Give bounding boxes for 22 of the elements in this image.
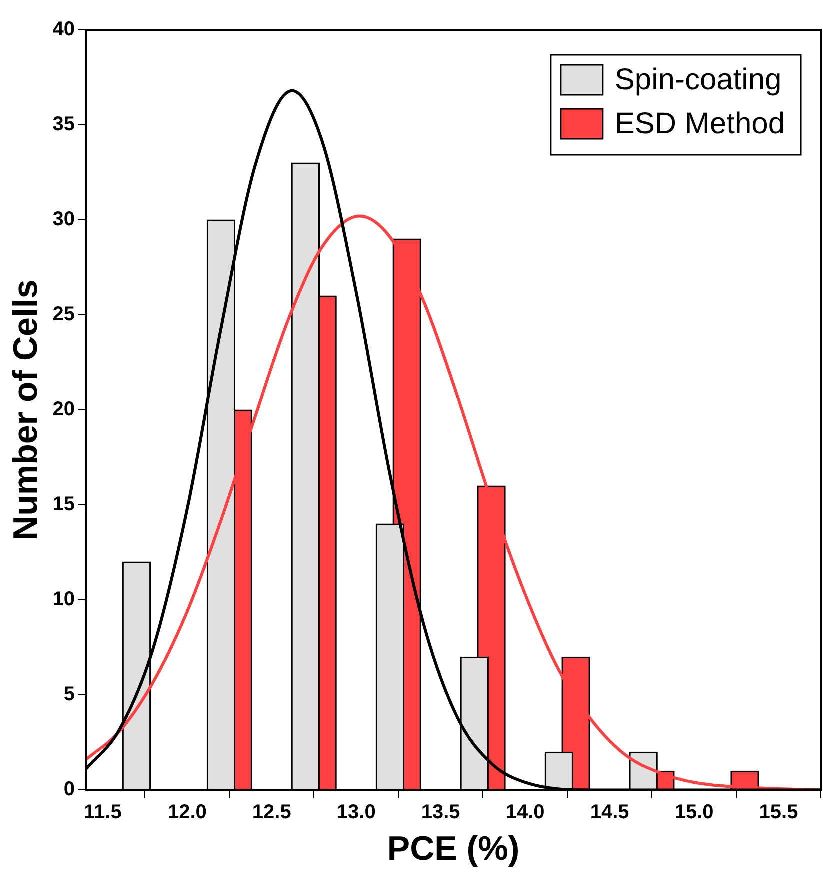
x-tick-label: 13.5 xyxy=(421,802,460,824)
y-axis-title: Number of Cells xyxy=(6,280,45,540)
x-tick-label: 15.0 xyxy=(674,802,714,824)
x-tick-label: 14.5 xyxy=(590,802,630,824)
y-tick-label: 15 xyxy=(52,494,76,516)
x-tick-label: 12.0 xyxy=(168,802,207,824)
legend-label: ESD Method xyxy=(614,107,786,140)
x-tick-label: 12.5 xyxy=(252,802,292,824)
y-tick-label: 40 xyxy=(52,18,76,41)
x-axis-title: PCE (%) xyxy=(387,830,520,868)
x-tick-label: 14.0 xyxy=(506,802,545,824)
y-tick-label: 30 xyxy=(52,208,76,231)
x-tick-label: 15.5 xyxy=(759,802,798,824)
y-tick-label: 25 xyxy=(52,304,76,326)
legend-label: Spin-coating xyxy=(614,63,782,96)
y-tick-label: 20 xyxy=(52,398,76,421)
y-tick-label: 35 xyxy=(52,114,76,136)
x-tick-label: 13.0 xyxy=(336,802,376,824)
x-tick-label: 11.5 xyxy=(84,802,122,824)
y-tick-label: 10 xyxy=(52,588,76,611)
y-tick-label: 5 xyxy=(64,684,76,706)
y-tick-label: 0 xyxy=(64,778,76,801)
